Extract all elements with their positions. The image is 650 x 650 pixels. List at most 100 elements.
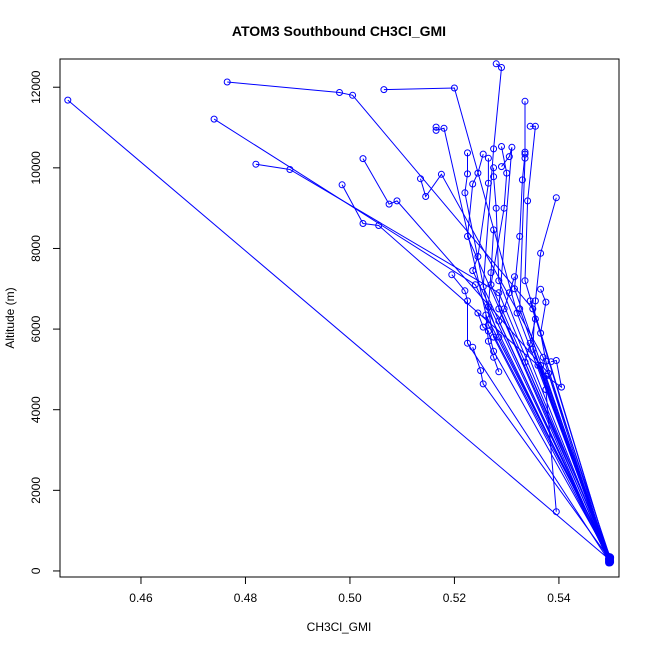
data-point-18-4 <box>495 305 503 313</box>
data-point-30-1 <box>474 309 482 317</box>
data-point-19-3 <box>484 303 492 311</box>
data-point-16-3 <box>492 204 500 212</box>
x-tick-label-1: 0.46 <box>129 591 153 605</box>
data-point-21-4 <box>521 277 529 285</box>
data-point-14-4 <box>469 267 477 275</box>
data-point-18-2 <box>505 153 513 161</box>
series-line-30 <box>477 312 610 557</box>
data-point-10-4 <box>464 339 471 347</box>
data-point-25-3 <box>537 329 545 337</box>
data-point-4-1 <box>210 115 218 123</box>
data-point-2-3 <box>349 91 357 99</box>
series-layer <box>67 63 612 564</box>
data-point-21-3 <box>524 197 532 205</box>
y-tick-label-3: 4000 <box>29 396 43 423</box>
data-point-26-3 <box>558 383 565 391</box>
data-point-22-1 <box>521 150 529 158</box>
y-tick-label-2: 2000 <box>29 477 43 504</box>
y-axis: 0 2000 4000 6000 8000 10000 12000 <box>29 70 61 574</box>
data-point-20-4 <box>516 305 524 313</box>
series-line-7 <box>362 158 612 560</box>
x-axis: 0.46 0.48 0.50 0.52 0.54 <box>129 576 571 605</box>
series-line-27 <box>485 314 612 558</box>
data-point-18-1 <box>498 163 505 171</box>
data-point-27-1 <box>495 368 503 376</box>
data-point-15-3 <box>490 145 498 153</box>
data-point-12-2 <box>464 170 471 178</box>
data-point-24-1 <box>526 297 534 305</box>
data-point-3-2 <box>450 84 458 92</box>
data-point-14-3 <box>474 253 482 260</box>
data-point-6-1 <box>338 181 346 189</box>
y-tick-label-6: 10000 <box>29 151 43 185</box>
series-line-26 <box>544 359 611 562</box>
data-point-22-2 <box>518 176 526 184</box>
data-point-7-3 <box>393 197 401 205</box>
data-point-28-2 <box>542 386 550 394</box>
data-point-28-1 <box>552 508 560 516</box>
series-line-29 <box>498 276 611 564</box>
data-point-29-2 <box>505 289 513 297</box>
data-point-17-2 <box>503 169 511 177</box>
data-point-14-2 <box>484 179 492 187</box>
series-line-10 <box>451 274 610 561</box>
data-point-23-3 <box>531 297 539 305</box>
data-point-26-2 <box>552 357 560 364</box>
data-point-2-2 <box>336 89 343 96</box>
data-point-5-2 <box>286 166 294 173</box>
data-point-14-1 <box>484 154 492 162</box>
data-point-30-3 <box>484 327 492 335</box>
data-point-25-4 <box>542 357 550 365</box>
data-point-11-1 <box>469 343 477 351</box>
data-point-16-1 <box>490 164 498 172</box>
series-line-4 <box>213 118 611 563</box>
data-point-5-1 <box>252 160 260 168</box>
data-point-8-1 <box>417 175 424 183</box>
data-point-30-5 <box>605 552 613 560</box>
data-point-29-1 <box>511 273 518 281</box>
data-point-29-4 <box>495 317 503 325</box>
x-tick-label-3: 0.50 <box>338 591 362 605</box>
data-point-16-4 <box>495 277 503 285</box>
series-line-18 <box>498 147 610 564</box>
data-point-21-1 <box>526 122 534 130</box>
data-point-29-3 <box>500 305 508 313</box>
series-line-1 <box>67 99 609 560</box>
data-point-12-1 <box>464 149 471 157</box>
data-point-3-1 <box>380 86 388 94</box>
x-tick-label-5: 0.54 <box>547 591 571 605</box>
y-tick-label-7: 12000 <box>29 70 43 104</box>
series-line-8 <box>420 173 610 564</box>
data-point-17-1 <box>498 143 505 150</box>
data-point-11-3 <box>479 380 487 388</box>
series-line-13 <box>466 153 610 558</box>
series-line-5 <box>255 163 611 560</box>
series-line-17 <box>490 146 612 558</box>
data-point-26-4 <box>542 372 550 380</box>
data-point-6-3 <box>375 222 383 229</box>
data-point-26-1 <box>547 358 555 366</box>
data-point-11-2 <box>477 367 485 375</box>
data-point-8-3 <box>437 170 445 178</box>
data-point-23-1 <box>552 194 560 202</box>
data-point-20-3 <box>521 154 529 162</box>
data-point-13-1 <box>479 150 487 158</box>
data-point-2-4 <box>529 305 537 313</box>
data-point-19-2 <box>487 269 495 277</box>
data-point-13-2 <box>474 169 482 177</box>
data-point-9-3 <box>440 124 448 132</box>
data-point-15-1 <box>492 60 500 68</box>
data-point-23-4 <box>529 345 537 353</box>
data-point-27-4 <box>482 311 490 319</box>
data-point-8-2 <box>422 193 430 200</box>
data-point-9-2 <box>432 126 440 134</box>
series-line-12 <box>464 152 612 563</box>
data-point-25-2 <box>542 298 550 306</box>
data-point-10-2 <box>461 287 469 295</box>
x-tick-label-4: 0.52 <box>443 591 467 605</box>
y-tick-label-5: 8000 <box>29 235 43 262</box>
data-point-19-1 <box>490 226 498 234</box>
x-tick-label-2: 0.48 <box>234 591 258 605</box>
data-point-28-3 <box>537 361 545 369</box>
